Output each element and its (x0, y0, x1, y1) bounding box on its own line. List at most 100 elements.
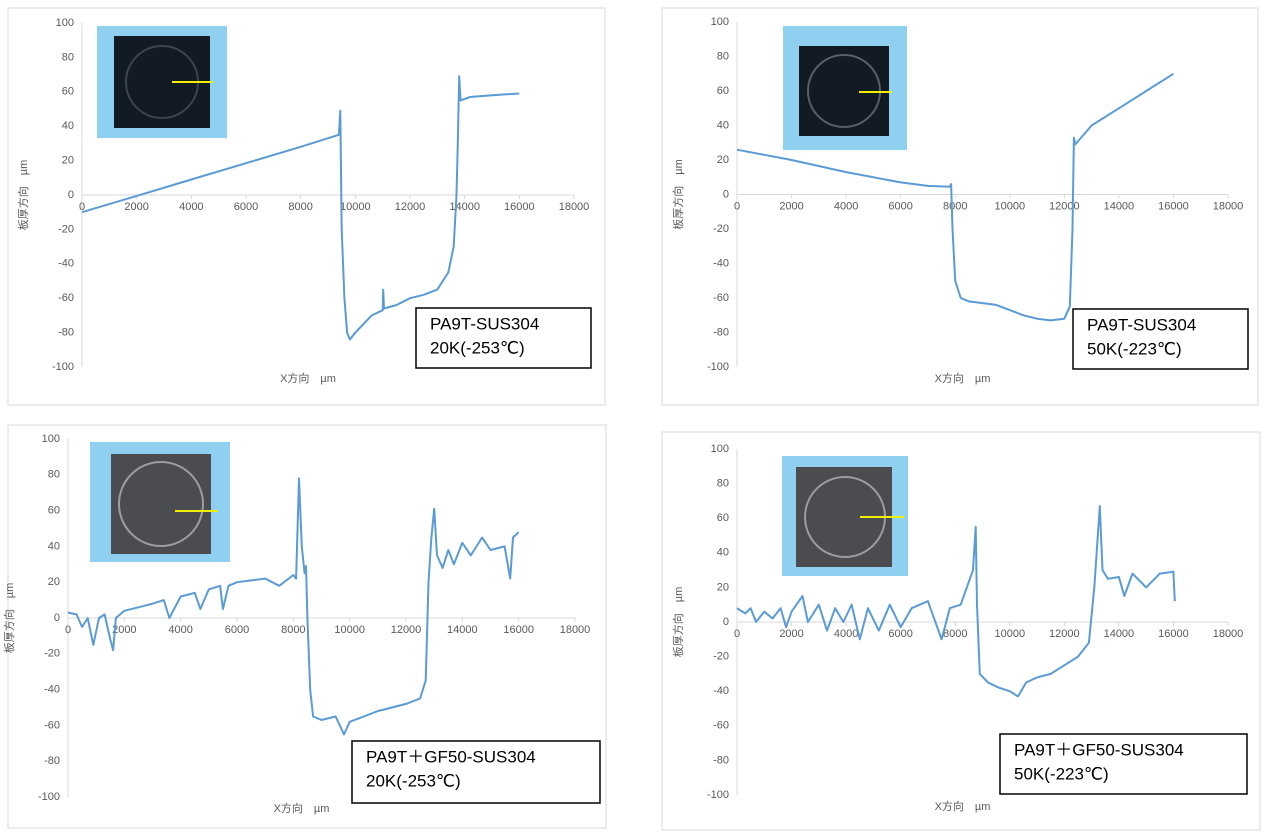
x-tick-label: 18000 (1213, 200, 1244, 212)
x-axis-label: X方向 µm (935, 371, 991, 385)
annotation-text: 20K(-253℃) (430, 338, 525, 357)
y-tick-label: -40 (58, 258, 74, 270)
x-tick-label: 4000 (834, 200, 858, 212)
y-tick-label: -20 (44, 648, 60, 660)
x-tick-label: 10000 (340, 201, 371, 213)
x-axis-label: X方向 µm (935, 799, 991, 813)
x-tick-label: 14000 (447, 624, 478, 636)
x-tick-label: 4000 (179, 201, 203, 213)
x-tick-label: 12000 (1049, 200, 1080, 212)
y-tick-label: 80 (48, 469, 60, 481)
y-tick-label: -20 (713, 651, 729, 663)
x-tick-label: 0 (65, 624, 71, 636)
x-axis-label: X方向 µm (274, 801, 330, 815)
y-axis-label: 板厚方向 µm (16, 160, 30, 231)
y-tick-label: -40 (713, 257, 729, 269)
y-tick-label: -20 (713, 223, 729, 235)
y-tick-label: 40 (62, 120, 74, 132)
x-tick-label: 10000 (994, 628, 1025, 640)
annotation-box (415, 307, 592, 369)
x-tick-label: 14000 (1104, 200, 1135, 212)
y-tick-label: 40 (717, 119, 729, 131)
data-line (736, 505, 1176, 698)
x-tick-label: 8000 (943, 200, 967, 212)
y-tick-label: -60 (58, 292, 74, 304)
x-tick-label: 8000 (943, 628, 967, 640)
x-tick-label: 2000 (779, 200, 803, 212)
x-tick-label: 0 (734, 200, 740, 212)
y-tick-label: -80 (713, 754, 729, 766)
x-tick-label: 14000 (1104, 628, 1135, 640)
plot: -100 -80 -60 -40 -20 0 20 40 60 80 100 0 2000 4000 600… (16, 17, 592, 385)
annotation-box (999, 733, 1248, 795)
data-line (67, 477, 520, 736)
annotation-box (1072, 308, 1249, 370)
x-tick-label: 12000 (395, 201, 426, 213)
y-tick-label: -60 (713, 720, 729, 732)
y-tick-label: -100 (707, 789, 729, 801)
data-line (81, 75, 520, 341)
y-tick-label: -80 (713, 326, 729, 338)
y-axis-label: 板厚方向 µm (671, 587, 685, 658)
y-tick-label: -60 (713, 292, 729, 304)
annotation-box (351, 740, 601, 804)
y-tick-label: 0 (54, 612, 60, 624)
x-tick-label: 4000 (834, 628, 858, 640)
y-tick-label: -40 (44, 684, 60, 696)
x-tick-label: 14000 (449, 201, 480, 213)
y-tick-label: -80 (58, 327, 74, 339)
x-tick-label: 6000 (888, 200, 912, 212)
x-tick-label: 18000 (559, 201, 590, 213)
y-tick-label: 60 (717, 512, 729, 524)
y-tick-label: -40 (713, 685, 729, 697)
x-tick-label: 10000 (994, 200, 1025, 212)
photo-inset (783, 26, 907, 150)
y-tick-label: 0 (68, 189, 74, 201)
y-tick-label: 20 (48, 576, 60, 588)
y-tick-label: -60 (44, 719, 60, 731)
y-tick-label: 60 (48, 505, 60, 517)
y-tick-label: 40 (717, 547, 729, 559)
x-tick-label: 16000 (503, 624, 534, 636)
x-tick-label: 8000 (281, 624, 305, 636)
annotation-text: PA9T＋GF50-SUS304 (366, 747, 536, 766)
y-tick-label: -100 (707, 361, 729, 373)
annotation-text: PA9T-SUS304 (1087, 315, 1196, 334)
x-tick-label: 6000 (888, 628, 912, 640)
plot: -100 -80 -60 -40 -20 0 20 40 60 80 100 0 2000 4000 600… (671, 443, 1248, 813)
x-tick-label: 18000 (560, 624, 591, 636)
y-tick-label: 100 (42, 433, 60, 445)
photo-inset (90, 442, 230, 562)
y-tick-label: 60 (717, 85, 729, 97)
y-tick-label: -20 (58, 223, 74, 235)
y-tick-label: 80 (62, 51, 74, 63)
x-tick-label: 12000 (391, 624, 422, 636)
plot: -100 -80 -60 -40 -20 0 20 40 60 80 100 0 2000 4000 600… (671, 16, 1249, 385)
y-tick-label: 0 (723, 616, 729, 628)
x-tick-label: 16000 (1158, 628, 1189, 640)
x-tick-label: 2000 (779, 628, 803, 640)
plot: -100 -80 -60 -40 -20 0 20 40 60 80 100 0 2000 4000 600… (2, 433, 601, 815)
y-tick-label: 0 (723, 188, 729, 200)
y-tick-label: 80 (717, 50, 729, 62)
y-tick-label: 20 (62, 155, 74, 167)
y-tick-label: 20 (717, 154, 729, 166)
y-tick-label: 40 (48, 540, 60, 552)
y-tick-label: 80 (717, 478, 729, 490)
x-tick-label: 16000 (504, 201, 535, 213)
y-tick-label: -100 (52, 361, 74, 373)
x-tick-label: 0 (79, 201, 85, 213)
photo-inset (782, 456, 908, 576)
x-tick-label: 10000 (334, 624, 365, 636)
x-tick-label: 16000 (1158, 200, 1189, 212)
x-tick-label: 0 (734, 628, 740, 640)
annotation-text: PA9T-SUS304 (430, 314, 539, 333)
annotation-text: PA9T＋GF50-SUS304 (1014, 740, 1184, 759)
x-axis-label: X方向 µm (280, 371, 336, 385)
x-tick-label: 2000 (112, 624, 136, 636)
annotation-text: 20K(-253℃) (366, 771, 461, 790)
y-tick-label: -100 (38, 791, 60, 803)
x-tick-label: 8000 (288, 201, 312, 213)
x-tick-label: 12000 (1049, 628, 1080, 640)
